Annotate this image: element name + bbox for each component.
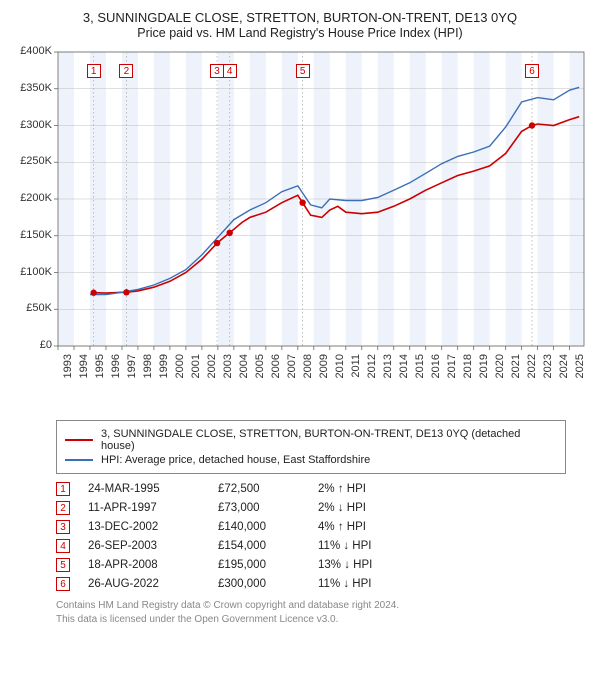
y-tick-label: £300K [12,119,52,131]
event-price: £300,000 [218,578,318,590]
x-tick-label: 2016 [430,354,442,384]
x-tick-label: 1995 [94,354,106,384]
sale-marker-2: 2 [119,64,133,78]
event-date: 26-AUG-2022 [88,578,218,590]
event-row: 2 11-APR-1997£73,0002% ↓ HPI [56,501,588,515]
y-tick-label: £350K [12,82,52,94]
y-tick-label: £200K [12,192,52,204]
event-row: 1 24-MAR-1995£72,5002% ↑ HPI [56,482,588,496]
event-number: 6 [56,577,70,591]
chart-title: 3, SUNNINGDALE CLOSE, STRETTON, BURTON-O… [12,10,588,25]
legend-label: 3, SUNNINGDALE CLOSE, STRETTON, BURTON-O… [101,428,557,452]
event-number: 5 [56,558,70,572]
event-diff: 2% ↑ HPI [318,483,438,495]
sale-marker-5: 5 [296,64,310,78]
footer-line1: Contains HM Land Registry data © Crown c… [56,599,588,613]
sale-marker-1: 1 [87,64,101,78]
event-date: 24-MAR-1995 [88,483,218,495]
x-tick-label: 2010 [334,354,346,384]
x-tick-label: 2021 [510,354,522,384]
x-tick-label: 2009 [318,354,330,384]
event-price: £154,000 [218,540,318,552]
event-number: 2 [56,501,70,515]
x-tick-label: 2001 [190,354,202,384]
footer-line2: This data is licensed under the Open Gov… [56,613,588,627]
x-tick-label: 2025 [574,354,586,384]
chart-subtitle: Price paid vs. HM Land Registry's House … [12,26,588,40]
sale-events: 124-MAR-1995£72,5002% ↑ HPI211-APR-1997£… [56,482,588,591]
event-diff: 11% ↓ HPI [318,578,438,590]
legend-item: 3, SUNNINGDALE CLOSE, STRETTON, BURTON-O… [65,428,557,452]
event-date: 26-SEP-2003 [88,540,218,552]
x-tick-label: 2020 [494,354,506,384]
x-tick-label: 2022 [526,354,538,384]
event-row: 4 26-SEP-2003£154,00011% ↓ HPI [56,539,588,553]
y-tick-label: £400K [12,45,52,57]
x-tick-label: 2011 [350,354,362,384]
legend: 3, SUNNINGDALE CLOSE, STRETTON, BURTON-O… [56,420,566,474]
event-diff: 2% ↓ HPI [318,502,438,514]
x-tick-label: 1993 [62,354,74,384]
event-date: 18-APR-2008 [88,559,218,571]
x-tick-label: 1996 [110,354,122,384]
x-tick-label: 1998 [142,354,154,384]
event-number: 4 [56,539,70,553]
event-row: 5 18-APR-2008£195,00013% ↓ HPI [56,558,588,572]
legend-swatch [65,459,93,461]
y-tick-label: £50K [12,302,52,314]
x-tick-label: 2008 [302,354,314,384]
sale-marker-6: 6 [525,64,539,78]
event-diff: 13% ↓ HPI [318,559,438,571]
sale-marker-4: 4 [223,64,237,78]
x-tick-label: 2007 [286,354,298,384]
event-number: 1 [56,482,70,496]
x-tick-label: 1999 [158,354,170,384]
x-tick-label: 2024 [558,354,570,384]
x-tick-label: 2004 [238,354,250,384]
event-row: 6 26-AUG-2022£300,00011% ↓ HPI [56,577,588,591]
event-row: 3 13-DEC-2002£140,0004% ↑ HPI [56,520,588,534]
legend-item: HPI: Average price, detached house, East… [65,454,557,466]
x-tick-label: 2000 [174,354,186,384]
event-price: £73,000 [218,502,318,514]
x-tick-label: 2023 [542,354,554,384]
event-price: £72,500 [218,483,318,495]
legend-swatch [65,439,93,441]
event-diff: 4% ↑ HPI [318,521,438,533]
x-tick-label: 2019 [478,354,490,384]
x-tick-label: 2012 [366,354,378,384]
event-date: 11-APR-1997 [88,502,218,514]
event-date: 13-DEC-2002 [88,521,218,533]
x-tick-label: 2003 [222,354,234,384]
x-tick-label: 2005 [254,354,266,384]
y-tick-label: £150K [12,229,52,241]
x-tick-label: 1994 [78,354,90,384]
event-diff: 11% ↓ HPI [318,540,438,552]
event-price: £195,000 [218,559,318,571]
event-number: 3 [56,520,70,534]
x-tick-label: 2018 [462,354,474,384]
event-price: £140,000 [218,521,318,533]
footer-attribution: Contains HM Land Registry data © Crown c… [56,599,588,626]
x-tick-label: 2013 [382,354,394,384]
x-tick-label: 2006 [270,354,282,384]
x-tick-label: 2002 [206,354,218,384]
legend-label: HPI: Average price, detached house, East… [101,454,370,466]
y-tick-label: £0 [12,339,52,351]
x-tick-label: 1997 [126,354,138,384]
x-tick-label: 2017 [446,354,458,384]
y-tick-label: £100K [12,266,52,278]
x-tick-label: 2014 [398,354,410,384]
y-tick-label: £250K [12,155,52,167]
x-tick-label: 2015 [414,354,426,384]
price-chart: £0 £50K £100K £150K £200K £250K £300K £350K £400… [12,46,588,406]
